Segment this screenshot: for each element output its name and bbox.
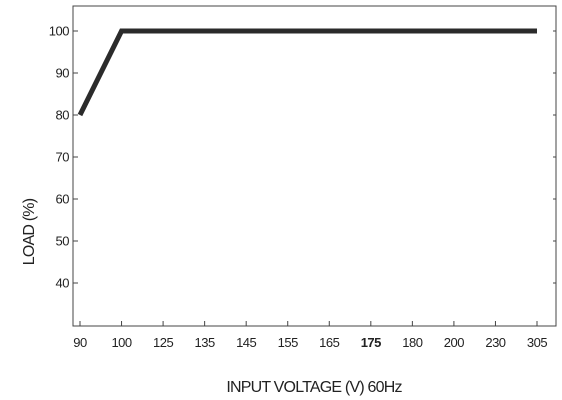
y-tick-label: 100 [49,24,69,39]
x-tick-label: 155 [278,335,298,350]
x-tick-label: 135 [195,335,215,350]
x-tick-label: 180 [402,335,422,350]
x-tick-label: 145 [236,335,256,350]
y-tick-label: 90 [56,66,70,81]
y-tick-label: 60 [56,192,70,207]
x-tick-label: 200 [444,335,464,350]
y-axis-title: LOAD (%) [21,198,38,265]
x-tick-label: 125 [153,335,173,350]
y-tick-label: 50 [56,234,70,249]
x-tick-label: 230 [485,335,505,350]
y-tick-label: 40 [56,276,70,291]
x-tick-label: 305 [527,335,547,350]
y-tick-label: 80 [56,108,70,123]
series-group [77,28,537,117]
y-axis-ticks: 40 50 60 70 80 90 100 [49,24,556,291]
x-tick-label: 90 [73,335,87,350]
x-tick-label: 100 [111,335,131,350]
y-tick-label: 70 [56,150,70,165]
x-axis-title: INPUT VOLTAGE (V) 60Hz [226,379,402,396]
load-curve-line [77,28,537,117]
x-tick-label: 175 [361,335,381,350]
x-tick-label: 165 [319,335,339,350]
x-axis-ticks: 90 100 125 135 145 155 165 175 180 200 230 305 [73,321,548,350]
plot-frame [72,5,557,327]
